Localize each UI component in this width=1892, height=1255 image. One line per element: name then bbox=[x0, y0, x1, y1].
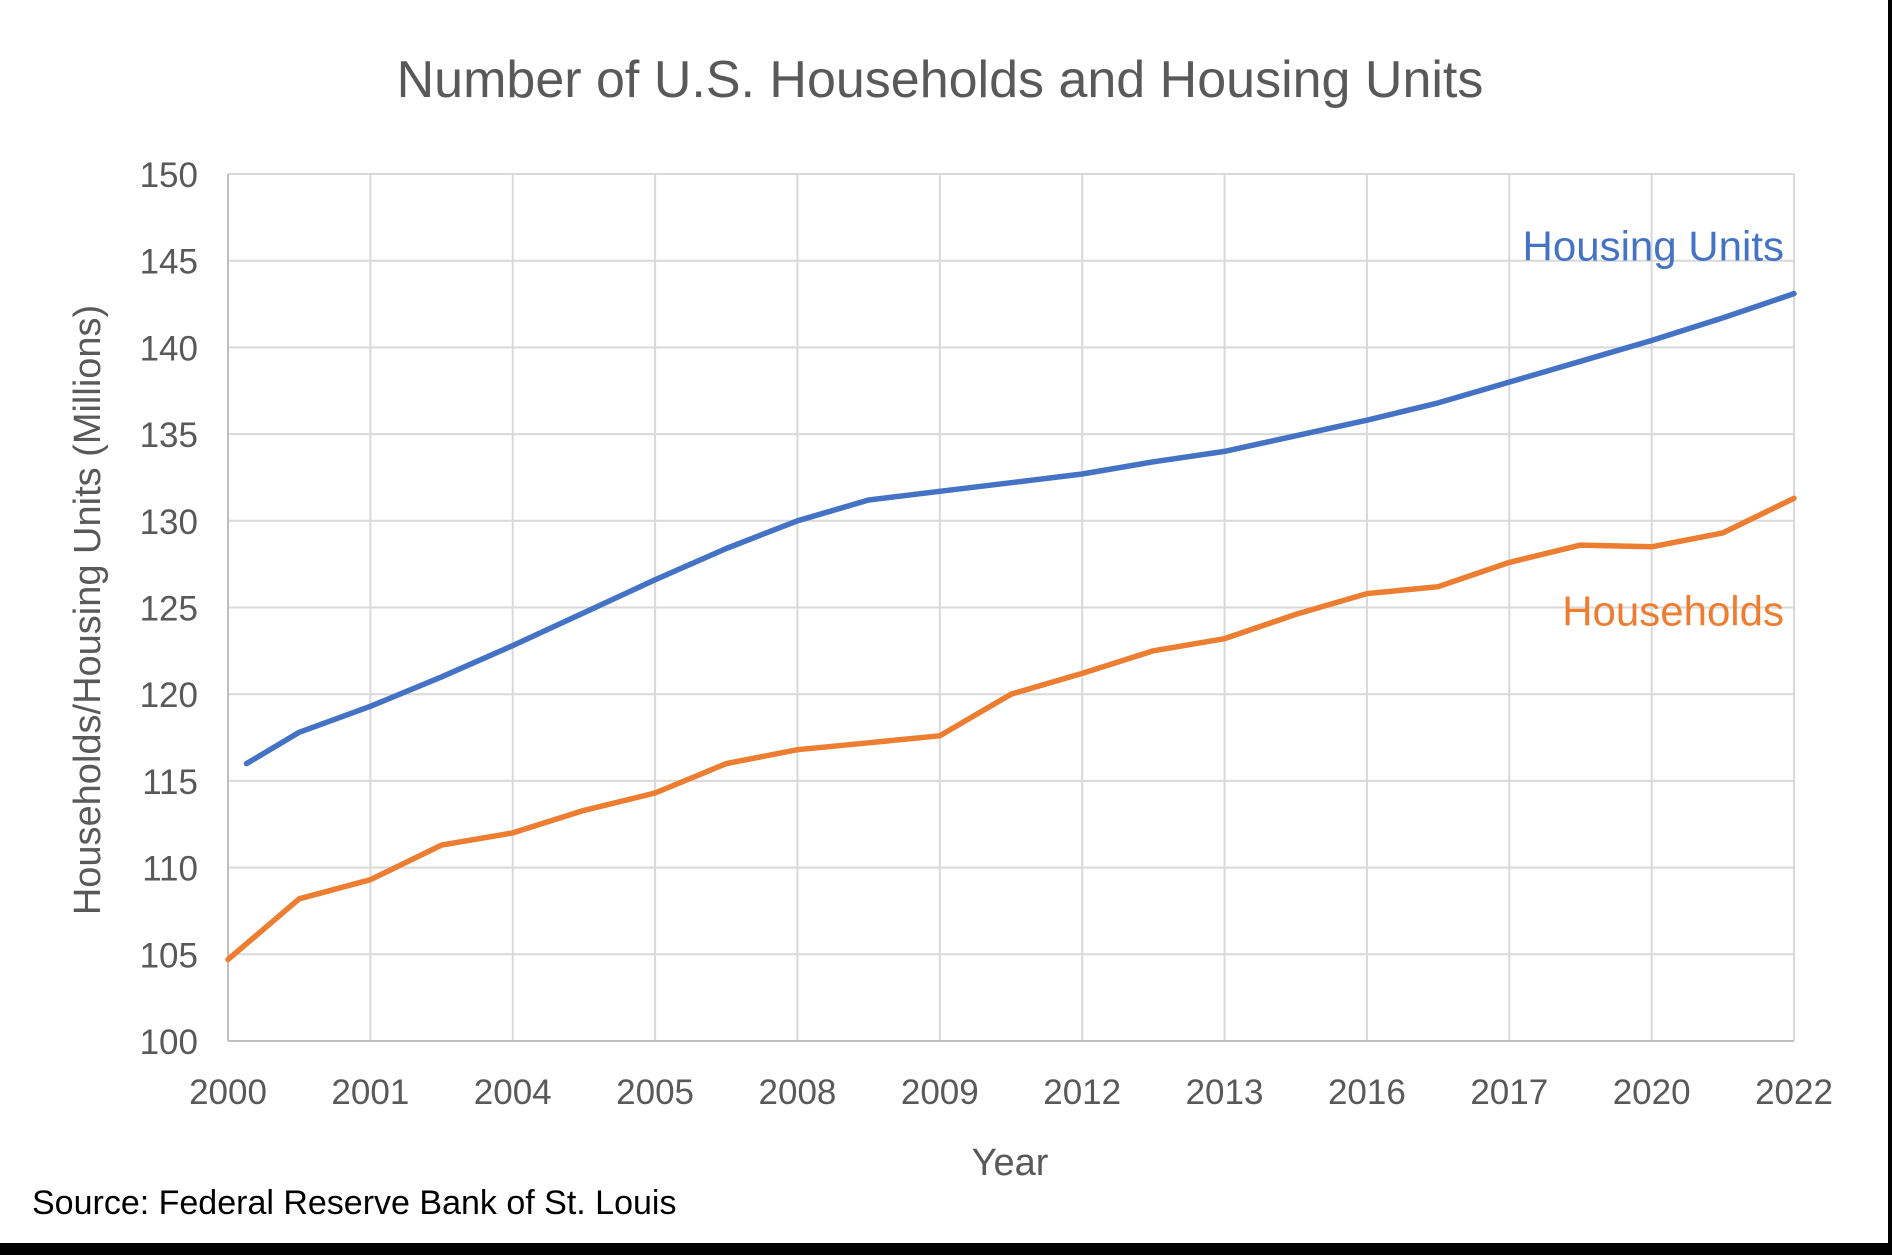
x-axis-tick-labels: 2000 2001 2004 2005 2008 2009 2012 2013 2016 2017… bbox=[189, 1073, 1833, 1112]
y-tick-label: 125 bbox=[140, 590, 198, 629]
series-line-housing-units bbox=[243, 290, 1797, 767]
x-tick-label: 2012 bbox=[1043, 1073, 1121, 1112]
y-tick-label: 130 bbox=[140, 503, 198, 542]
series-label-households: Households bbox=[1562, 587, 1784, 634]
source-note: Source: Federal Reserve Bank of St. Loui… bbox=[32, 1184, 676, 1222]
y-tick-label: 145 bbox=[140, 243, 198, 282]
y-tick-label: 140 bbox=[140, 329, 198, 368]
x-tick-label: 2005 bbox=[616, 1073, 694, 1112]
x-axis-label: Year bbox=[972, 1142, 1049, 1184]
x-tick-label: 2004 bbox=[474, 1073, 552, 1112]
y-tick-label: 120 bbox=[140, 676, 198, 715]
axes bbox=[227, 174, 1794, 1042]
x-tick-label: 2020 bbox=[1613, 1073, 1691, 1112]
x-tick-label: 2009 bbox=[901, 1073, 979, 1112]
series-line-households bbox=[225, 495, 1797, 963]
x-tick-label: 2016 bbox=[1328, 1073, 1406, 1112]
frame-right-edge bbox=[1888, 0, 1892, 1255]
y-tick-label: 110 bbox=[142, 850, 198, 889]
series-label-housing-units: Housing Units bbox=[1523, 223, 1784, 270]
y-tick-label: 115 bbox=[142, 763, 198, 802]
frame-bottom-edge bbox=[0, 1243, 1892, 1255]
y-tick-label: 105 bbox=[140, 936, 198, 975]
series-lines bbox=[225, 290, 1797, 963]
gridlines bbox=[228, 173, 1795, 1041]
chart-title: Number of U.S. Households and Housing Un… bbox=[397, 51, 1484, 109]
x-tick-label: 2017 bbox=[1470, 1073, 1548, 1112]
x-tick-label: 2013 bbox=[1186, 1073, 1264, 1112]
y-tick-label: 100 bbox=[140, 1023, 198, 1062]
y-tick-label: 135 bbox=[140, 416, 198, 455]
series-labels: Housing Units Households bbox=[1523, 223, 1784, 635]
y-axis-label: Households/Housing Units (Millions) bbox=[67, 305, 109, 915]
x-tick-label: 2022 bbox=[1755, 1073, 1833, 1112]
x-tick-label: 2000 bbox=[189, 1073, 267, 1112]
x-tick-label: 2008 bbox=[759, 1073, 837, 1112]
y-tick-label: 150 bbox=[140, 156, 198, 195]
y-axis-tick-labels: 100 105 110 115 120 125 130 135 140 145 150 bbox=[140, 156, 198, 1062]
x-tick-label: 2001 bbox=[331, 1073, 409, 1112]
